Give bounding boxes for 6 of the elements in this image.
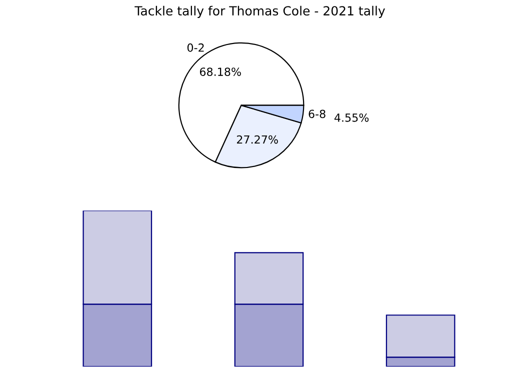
- chart-title: Tackle tally for Thomas Cole - 2021 tally: [134, 6, 385, 18]
- data-label: 4.55%: [334, 113, 369, 122]
- slice-label: 0-2: [187, 43, 204, 52]
- data-label: 68.18%: [200, 68, 241, 76]
- data-label: 27.27%: [236, 135, 278, 144]
- slice-label: 6-8: [308, 110, 326, 118]
